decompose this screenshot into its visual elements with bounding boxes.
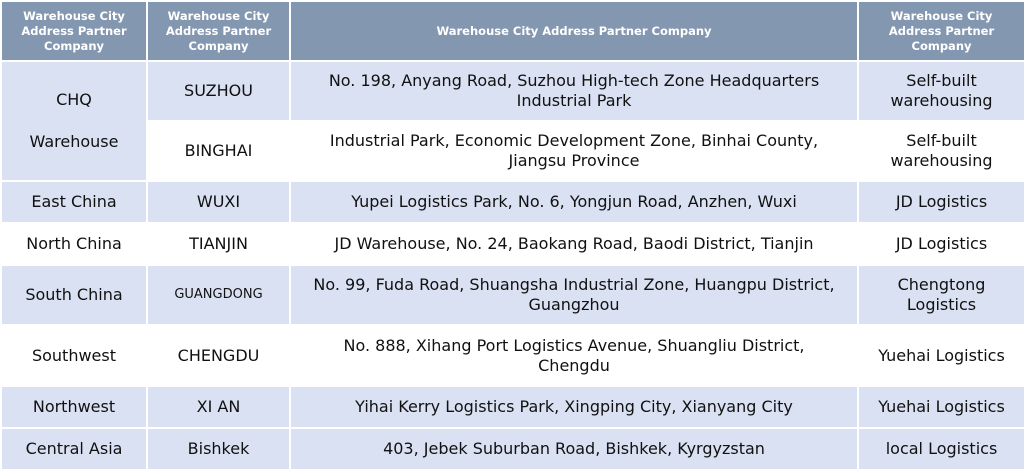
header-cell: Warehouse City Address Partner Company bbox=[0, 0, 148, 62]
header-row: Warehouse City Address Partner Company W… bbox=[0, 0, 1024, 62]
table-row: Central Asia Bishkek 403, Jebek Suburban… bbox=[0, 427, 1024, 471]
partner-cell: Yuehai Logistics bbox=[857, 385, 1024, 429]
region-cell-merged: CHQ Warehouse bbox=[0, 60, 148, 182]
partner-cell: Yuehai Logistics bbox=[857, 324, 1024, 387]
partner-cell: JD Logistics bbox=[857, 180, 1024, 224]
address-cell: 403, Jebek Suburban Road, Bishkek, Kyrgy… bbox=[289, 427, 859, 471]
table-row: North China TIANJIN JD Warehouse, No. 24… bbox=[0, 222, 1024, 266]
table-row: South China GUANGDONG No. 99, Fuda Road,… bbox=[0, 264, 1024, 326]
city-cell: XI AN bbox=[146, 385, 291, 429]
table-row: BINGHAI Industrial Park, Economic Develo… bbox=[1, 120, 1024, 182]
partner-cell: Chengtong Logistics bbox=[857, 264, 1024, 326]
table-row: East China WUXI Yupei Logistics Park, No… bbox=[0, 180, 1024, 224]
address-cell: Yupei Logistics Park, No. 6, Yongjun Roa… bbox=[289, 180, 859, 224]
table-row: Northwest XI AN Yihai Kerry Logistics Pa… bbox=[0, 385, 1024, 429]
partner-cell: JD Logistics bbox=[857, 222, 1024, 266]
partner-cell: Self-built warehousing bbox=[857, 60, 1024, 122]
region-line1: CHQ bbox=[56, 90, 92, 109]
address-cell: No. 198, Anyang Road, Suzhou High-tech Z… bbox=[289, 60, 859, 122]
city-cell: TIANJIN bbox=[146, 222, 291, 266]
region-cell: South China bbox=[0, 264, 148, 326]
city-cell: CHENGDU bbox=[146, 324, 291, 387]
header-cell: Warehouse City Address Partner Company bbox=[857, 0, 1024, 62]
table-row: CHQ Warehouse SUZHOU No. 198, Anyang Roa… bbox=[0, 60, 1024, 182]
city-cell: WUXI bbox=[146, 180, 291, 224]
city-cell: Bishkek bbox=[146, 427, 291, 471]
city-cell: BINGHAI bbox=[146, 120, 291, 182]
city-cell: SUZHOU bbox=[146, 60, 291, 122]
table-row: Southwest CHENGDU No. 888, Xihang Port L… bbox=[0, 324, 1024, 387]
partner-cell: local Logistics bbox=[857, 427, 1024, 471]
address-cell: No. 888, Xihang Port Logistics Avenue, S… bbox=[289, 324, 859, 387]
region-cell: Southwest bbox=[0, 324, 148, 387]
header-cell: Warehouse City Address Partner Company bbox=[146, 0, 291, 62]
address-cell: Industrial Park, Economic Development Zo… bbox=[289, 120, 859, 182]
header-cell: Warehouse City Address Partner Company bbox=[289, 0, 859, 62]
region-line2: Warehouse bbox=[29, 132, 119, 151]
address-cell: JD Warehouse, No. 24, Baokang Road, Baod… bbox=[289, 222, 859, 266]
region-cell: North China bbox=[0, 222, 148, 266]
address-cell: No. 99, Fuda Road, Shuangsha Industrial … bbox=[289, 264, 859, 326]
address-cell: Yihai Kerry Logistics Park, Xingping Cit… bbox=[289, 385, 859, 429]
city-cell: GUANGDONG bbox=[146, 264, 291, 326]
region-cell: East China bbox=[0, 180, 148, 224]
partner-cell: Self-built warehousing bbox=[857, 120, 1024, 182]
region-cell: Northwest bbox=[0, 385, 148, 429]
region-cell: Central Asia bbox=[0, 427, 148, 471]
